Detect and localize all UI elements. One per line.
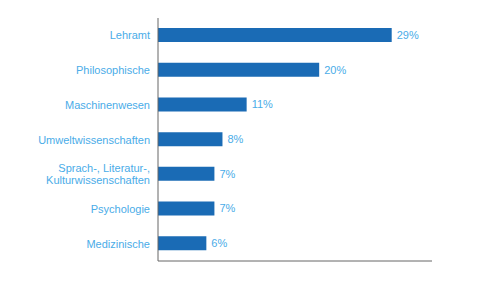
svg-text:8%: 8%: [227, 133, 243, 145]
svg-text:7%: 7%: [219, 202, 235, 214]
svg-text:29%: 29%: [397, 29, 419, 41]
svg-text:Philosophische: Philosophische: [76, 64, 150, 76]
svg-text:Medizinische: Medizinische: [86, 238, 150, 250]
svg-text:11%: 11%: [252, 98, 273, 110]
svg-text:7%: 7%: [219, 168, 235, 180]
svg-text:Sprach-, Literatur-,Kulturwiss: Sprach-, Literatur-,Kulturwissenschaften: [46, 162, 150, 186]
svg-text:Psychologie: Psychologie: [91, 203, 150, 215]
svg-text:Umweltwissenschaften: Umweltwissenschaften: [38, 134, 150, 146]
svg-text:Maschinenwesen: Maschinenwesen: [65, 99, 150, 111]
svg-text:6%: 6%: [211, 237, 227, 249]
svg-text:Lehramt: Lehramt: [110, 29, 150, 41]
svg-text:20%: 20%: [324, 64, 346, 76]
